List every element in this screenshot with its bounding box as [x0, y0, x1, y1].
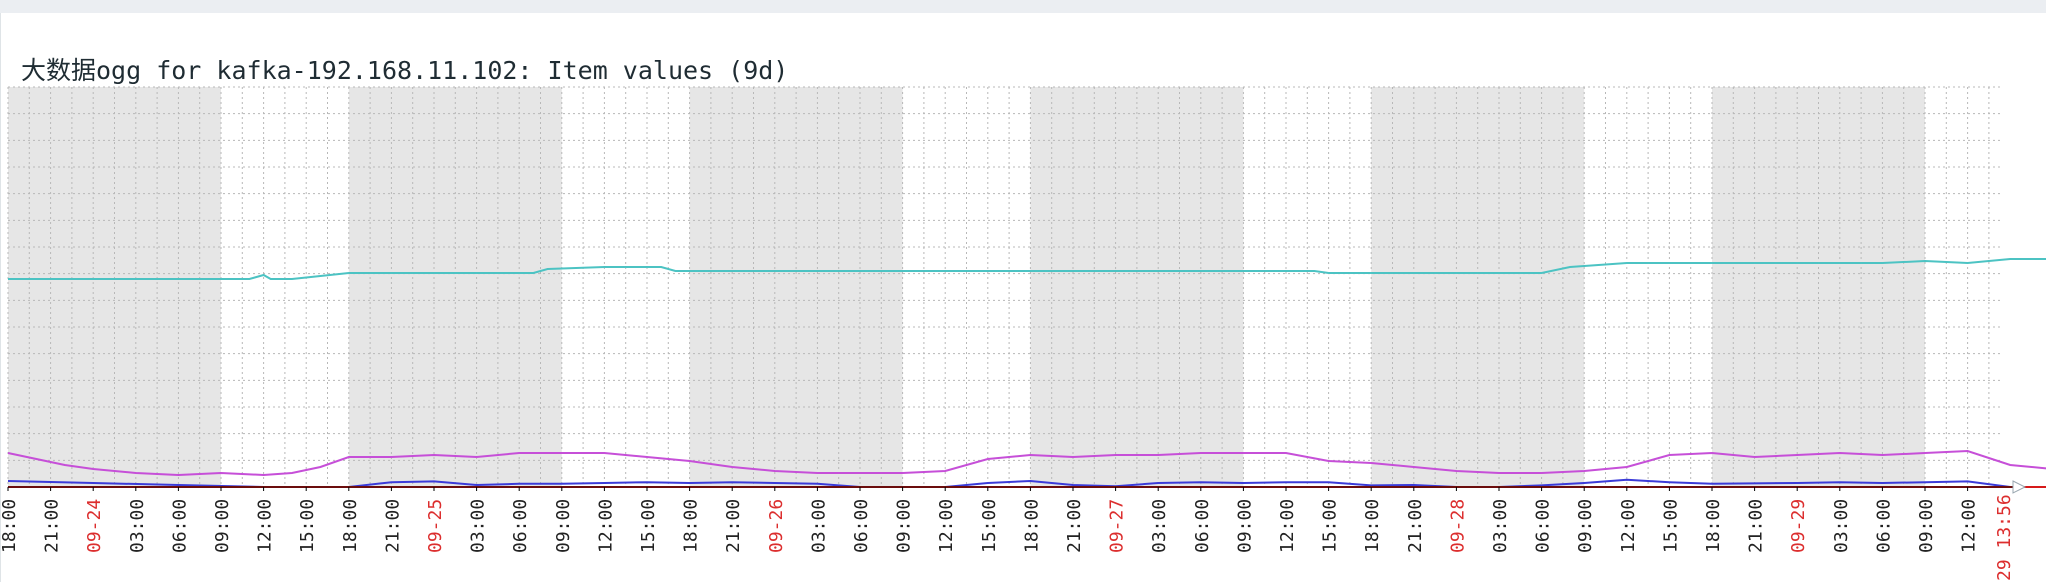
series-line-cyan — [8, 258, 2046, 280]
x-tick-label: 18:00 — [1703, 499, 1724, 553]
x-tick-label: 12:00 — [595, 499, 616, 553]
x-tick-label: 12:00 — [936, 499, 957, 553]
x-tick-label: 06:00 — [1873, 499, 1894, 553]
x-tick-label: 21:00 — [1064, 499, 1085, 553]
x-tick-label: 09:00 — [553, 499, 574, 553]
x-tick-label: 15:00 — [979, 499, 1000, 553]
series-line-blue — [7, 478, 2046, 488]
x-tick-label: 09-28 — [1447, 499, 1468, 553]
x-axis-arrow-icon — [2012, 480, 2027, 494]
x-tick-label: 15:00 — [638, 499, 659, 553]
x-tick-label: 03:00 — [1490, 499, 1511, 553]
x-tick-label: 18:00 — [1021, 499, 1042, 553]
x-tick-label: 09:00 — [212, 499, 233, 553]
x-tick-label: 21:00 — [382, 499, 403, 553]
top-bar — [0, 0, 2046, 13]
x-tick-label: 06:00 — [510, 499, 531, 553]
x-end-label: 29 13:56 — [1994, 494, 2015, 581]
x-tick-label: 09-29 — [1788, 499, 1809, 553]
x-tick-label: 12:00 — [1959, 499, 1980, 553]
x-tick-label: 18:00 — [681, 499, 702, 553]
x-tick-label: 18:00 — [0, 499, 20, 553]
x-tick-label: 15:00 — [1660, 499, 1681, 553]
x-tick-label: 12:00 — [1277, 499, 1298, 553]
x-tick-label: 09-25 — [425, 499, 446, 553]
x-tick-label: 03:00 — [127, 499, 148, 553]
x-tick-label: 12:00 — [1618, 499, 1639, 553]
x-tick-label: 03:00 — [468, 499, 489, 553]
x-tick-label: 09:00 — [1916, 499, 1937, 553]
x-tick-label: 15:00 — [297, 499, 318, 553]
x-tick-label: 06:00 — [169, 499, 190, 553]
x-tick-label: 21:00 — [723, 499, 744, 553]
x-tick-label: 09:00 — [894, 499, 915, 553]
graph-title: 大数据ogg for kafka-192.168.11.102: Item va… — [21, 56, 789, 85]
x-tick-label: 06:00 — [1533, 499, 1554, 553]
x-tick-label: 09:00 — [1575, 499, 1596, 553]
x-tick-label: 15:00 — [1320, 499, 1341, 553]
x-tick-label: 21:00 — [42, 499, 63, 553]
x-tick-label: 03:00 — [1149, 499, 1170, 553]
x-tick-label: 18:00 — [1362, 499, 1383, 553]
x-tick-label: 06:00 — [851, 499, 872, 553]
x-tick-label: 03:00 — [1831, 499, 1852, 553]
x-tick-label: 18:00 — [340, 499, 361, 553]
x-tick-label: 09-27 — [1107, 499, 1128, 553]
x-tick-label: 09-24 — [84, 499, 105, 553]
x-tick-label: 21:00 — [1405, 499, 1426, 553]
series-line-magenta — [7, 449, 2046, 477]
x-tick-label: 09-26 — [766, 499, 787, 553]
x-tick-label: 12:00 — [255, 499, 276, 553]
x-tick-label: 03:00 — [808, 499, 829, 553]
x-tick-label: 21:00 — [1746, 499, 1767, 553]
x-tick-label: 06:00 — [1192, 499, 1213, 553]
x-tick-label: 09:00 — [1234, 499, 1255, 553]
